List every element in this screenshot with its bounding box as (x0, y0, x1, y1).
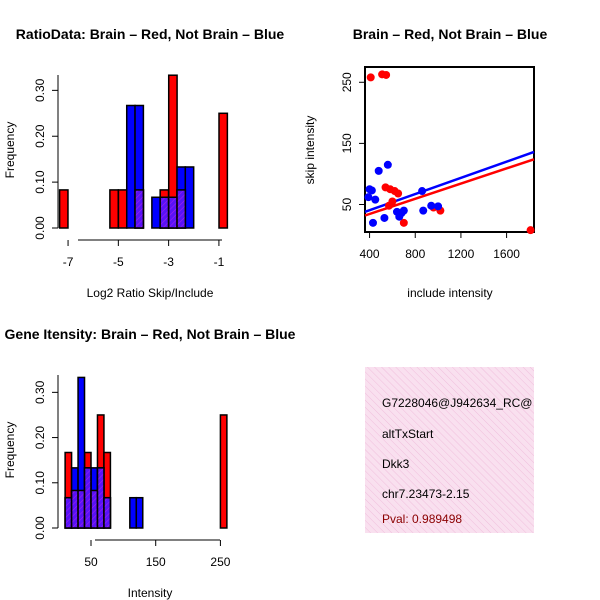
brain-fit-line (364, 158, 535, 217)
ratio-histogram-title: RatioData: Brain – Red, Not Brain – Blue (16, 26, 285, 42)
x-ticks: 50 150 250 (84, 540, 231, 569)
gene-histogram-title: Gene Itensity: Brain – Red, Not Brain – … (5, 326, 296, 342)
gene-intensity-histogram-panel: Gene Itensity: Brain – Red, Not Brain – … (3, 326, 296, 600)
y-ticks: 0.00 0.10 0.20 0.30 (33, 78, 58, 240)
p-value: Pval: 0.989498 (382, 512, 462, 526)
x-tick-label: 1600 (493, 247, 520, 261)
gene-histogram-xlabel: Intensity (128, 586, 173, 600)
brain-point (399, 218, 408, 227)
y-ticks: 0.00 0.10 0.20 0.30 (33, 380, 58, 540)
x-tick-label: -3 (163, 255, 174, 269)
not-brain-point (367, 186, 376, 195)
gene-histogram-ylabel: Frequency (3, 422, 17, 479)
overlap-bar (159, 196, 170, 229)
overlap-bar (167, 196, 178, 229)
intensity-scatter-panel: Brain – Red, Not Brain – Blue 400 800 1200… (303, 26, 547, 300)
overlap-bar (176, 189, 187, 229)
brain-point (366, 73, 375, 82)
event-type: altTxStart (382, 427, 434, 441)
x-tick-label: 400 (360, 247, 380, 261)
not-brain-bar (184, 166, 195, 229)
not-brain-bar (151, 196, 161, 229)
y-tick-label: 0.30 (33, 380, 47, 404)
overlap-bar (64, 496, 73, 529)
not-brain-point (395, 212, 404, 221)
ratio-histogram-xlabel: Log2 Ratio Skip/Include (87, 286, 214, 300)
not-brain-point (380, 213, 389, 222)
y-ticks: 50 150 250 (340, 72, 365, 211)
not-brain-point (383, 160, 392, 169)
x-ticks: 400 800 1200 1600 (360, 232, 520, 261)
x-tick-label: -7 (63, 255, 74, 269)
ratio-histogram-ylabel: Frequency (3, 122, 17, 179)
gene-histogram-bars (64, 376, 228, 529)
not-brain-point (371, 195, 380, 204)
overlap-bar (96, 467, 105, 529)
overlap-bar (103, 496, 112, 529)
overlap-bar (70, 489, 79, 529)
gene-name: Dkk3 (382, 457, 410, 471)
not-brain-point (418, 187, 427, 196)
y-tick-label: 250 (340, 72, 354, 92)
x-tick-label: -5 (113, 255, 124, 269)
x-tick-label: 50 (84, 555, 98, 569)
y-tick-label: 0.10 (33, 170, 47, 194)
scatter-xlabel: include intensity (407, 286, 492, 300)
not-brain-point (364, 193, 373, 202)
info-box-hatch (365, 367, 534, 533)
not-brain-point (434, 202, 443, 211)
brain-point (382, 70, 391, 79)
x-tick-label: 250 (210, 555, 230, 569)
scatter-title: Brain – Red, Not Brain – Blue (353, 26, 548, 42)
y-tick-label: 0.00 (33, 216, 47, 240)
brain-bar (218, 112, 229, 229)
ratio-histogram-bars (58, 74, 229, 229)
not-brain-bar (125, 104, 136, 229)
x-tick-label: 1200 (448, 247, 475, 261)
event-id: G7228046@J942634_RC@ (382, 396, 532, 410)
not-brain-bar (129, 496, 138, 529)
x-ticks: -7 -5 -3 -1 (63, 240, 225, 269)
genomic-location: chr7.23473-2.15 (382, 487, 470, 501)
overlap-bar (134, 189, 145, 229)
y-tick-label: 0.20 (33, 124, 47, 148)
y-tick-label: 50 (340, 198, 354, 212)
brain-point (526, 226, 535, 235)
x-tick-label: 800 (405, 247, 425, 261)
not-brain-point (374, 166, 383, 175)
scatter-plot-frame (364, 66, 535, 233)
y-tick-label: 150 (340, 133, 354, 153)
not-brain-point (419, 206, 428, 215)
y-tick-label: 0.20 (33, 426, 47, 450)
x-tick-label: 150 (146, 555, 166, 569)
event-info-panel: G7228046@J942634_RC@ altTxStart Dkk3 chr… (365, 367, 534, 533)
x-tick-label: -1 (214, 255, 225, 269)
y-tick-label: 0.30 (33, 78, 47, 102)
brain-bar (219, 414, 228, 529)
scatter-ylabel: skip intensity (303, 116, 317, 185)
brain-bar (117, 189, 128, 229)
overlap-bar (90, 489, 99, 529)
not-brain-point (368, 218, 377, 227)
not-brain-point (399, 206, 408, 215)
scatter-points (364, 70, 535, 235)
brain-bar (58, 189, 69, 229)
ratio-histogram-panel: RatioData: Brain – Red, Not Brain – Blue… (3, 26, 284, 300)
brain-bar (109, 189, 120, 229)
overlap-bar (83, 467, 92, 529)
brain-point (384, 201, 393, 210)
overlap-bar (77, 489, 86, 529)
not-brain-bar (135, 496, 144, 529)
brain-point (394, 189, 403, 198)
y-tick-label: 0.00 (33, 516, 47, 540)
y-tick-label: 0.10 (33, 471, 47, 495)
not-brain-point (427, 201, 436, 210)
